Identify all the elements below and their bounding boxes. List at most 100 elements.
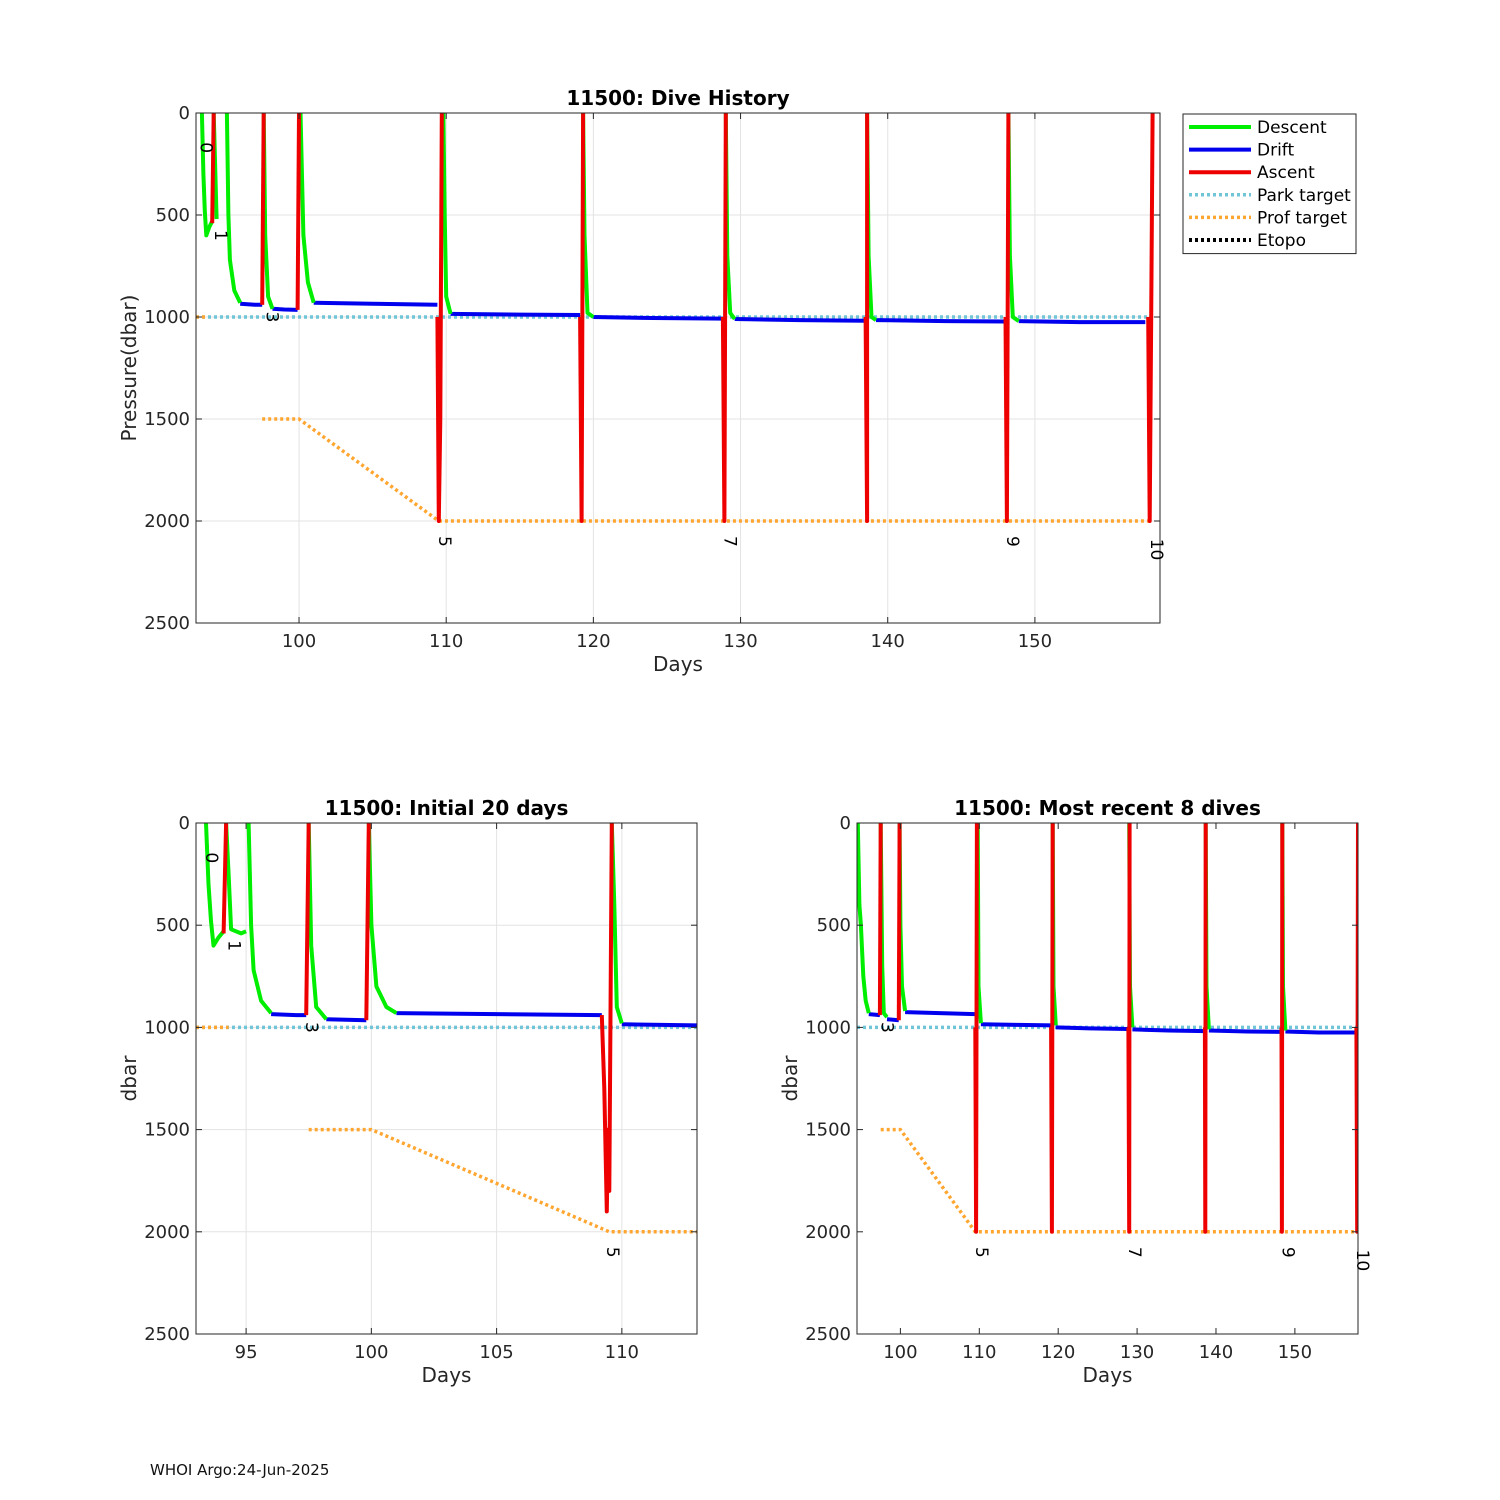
- x-tick-label: 110: [962, 1342, 996, 1363]
- x-axis-label: Days: [1083, 1363, 1133, 1387]
- series-line: [880, 1127, 1358, 1234]
- series-line: [298, 113, 316, 304]
- series-line: [308, 1127, 697, 1234]
- x-tick-label: 130: [1120, 1342, 1154, 1363]
- dive-number-label: 7: [719, 536, 739, 547]
- x-tick-label: 100: [282, 631, 316, 652]
- series-line: [204, 823, 226, 948]
- legend-label: Ascent: [1257, 163, 1315, 183]
- y-tick-label: 2000: [805, 1222, 851, 1243]
- series-line: [896, 823, 902, 1021]
- dive-number-label: 0: [201, 852, 221, 863]
- series-line: [306, 823, 328, 1021]
- axes-box: [195, 112, 1161, 624]
- series-line: [450, 311, 581, 317]
- x-axis-label: Days: [422, 1363, 472, 1387]
- y-axis-label: Pressure(dbar): [117, 295, 141, 442]
- axes-box: [195, 822, 698, 1335]
- series-line: [271, 1012, 307, 1018]
- series-line: [599, 823, 614, 1214]
- y-tick-label: 500: [156, 915, 190, 936]
- y-tick-label: 0: [840, 813, 851, 834]
- legend-label: Drift: [1257, 141, 1294, 161]
- legend-label: Prof target: [1257, 208, 1347, 228]
- series-drift: [868, 1010, 1357, 1035]
- series-ascent: [221, 823, 614, 1214]
- dive-number-label: 1: [224, 940, 244, 951]
- y-tick-label: 1500: [805, 1120, 851, 1141]
- series-line: [199, 113, 214, 238]
- series-line: [224, 113, 243, 304]
- dive-number-label: 5: [971, 1247, 991, 1258]
- plot-area: [196, 113, 1155, 523]
- legend-label: Park target: [1257, 186, 1351, 206]
- series-line: [262, 417, 1153, 523]
- series-descent: [204, 823, 624, 1024]
- series-line: [875, 318, 1006, 324]
- x-tick-label: 140: [1199, 1342, 1233, 1363]
- series-line: [1208, 1028, 1282, 1034]
- x-tick-label: 100: [883, 1342, 917, 1363]
- series-line: [578, 113, 586, 523]
- y-tick-label: 0: [179, 103, 190, 124]
- x-tick-label: 130: [723, 631, 757, 652]
- axes-box: [856, 822, 1359, 1335]
- y-tick-label: 2500: [144, 613, 190, 634]
- y-tick-label: 500: [156, 205, 190, 226]
- dive-number-label: 10: [1146, 539, 1166, 561]
- chart-title: 11500: Dive History: [566, 86, 789, 110]
- series-descent: [857, 823, 1288, 1031]
- series-line: [441, 113, 453, 315]
- dive-number-label: 7: [1124, 1247, 1144, 1258]
- dive-number-label: 5: [434, 536, 454, 547]
- dive-number-label: 9: [1002, 536, 1022, 547]
- series-line: [326, 1017, 367, 1023]
- x-axis-label: Days: [653, 652, 703, 676]
- series-line: [980, 1022, 1052, 1028]
- dive-number-label: 0: [195, 142, 215, 153]
- x-tick-label: 95: [235, 1342, 258, 1363]
- x-tick-label: 120: [1041, 1342, 1075, 1363]
- y-tick-label: 1000: [144, 307, 190, 328]
- series-line: [435, 113, 444, 523]
- series-line: [905, 1010, 976, 1017]
- y-tick-label: 500: [817, 915, 851, 936]
- series-line: [396, 1011, 602, 1018]
- series-line: [313, 300, 438, 307]
- x-tick-label: 150: [1018, 631, 1052, 652]
- legend-box: [1182, 113, 1357, 255]
- series-line: [593, 315, 723, 321]
- chart-title: 11500: Initial 20 days: [325, 796, 569, 820]
- series-line: [863, 113, 870, 523]
- series-descent: [199, 113, 1020, 323]
- x-tick-label: 120: [576, 631, 610, 652]
- x-tick-label: 100: [354, 1342, 388, 1363]
- series-line: [734, 317, 866, 323]
- dive-number-label: 3: [876, 1022, 896, 1033]
- y-tick-label: 2000: [144, 511, 190, 532]
- series-line: [366, 823, 398, 1015]
- series-line: [1049, 823, 1055, 1234]
- series-line: [621, 1022, 697, 1028]
- series-prof-target: [196, 1025, 697, 1234]
- dive-number-label: 5: [602, 1247, 622, 1258]
- series-line: [1018, 319, 1146, 325]
- series-line: [295, 113, 301, 310]
- legend-label: Descent: [1257, 118, 1327, 138]
- series-line: [272, 306, 298, 312]
- series-line: [221, 823, 229, 934]
- series-ascent: [210, 113, 1155, 523]
- x-tick-label: 110: [605, 1342, 639, 1363]
- plot-area: [196, 823, 697, 1234]
- series-line: [246, 823, 273, 1015]
- series-line: [260, 113, 266, 305]
- chart-3: 100 110 120 130 140 1500500100015002000250011…: [778, 796, 1372, 1387]
- y-axis-label: dbar: [117, 1055, 141, 1102]
- legend-label: Etopo: [1257, 231, 1306, 251]
- x-tick-label: 105: [479, 1342, 513, 1363]
- series-line: [1279, 823, 1285, 1234]
- y-axis-label: dbar: [778, 1055, 802, 1102]
